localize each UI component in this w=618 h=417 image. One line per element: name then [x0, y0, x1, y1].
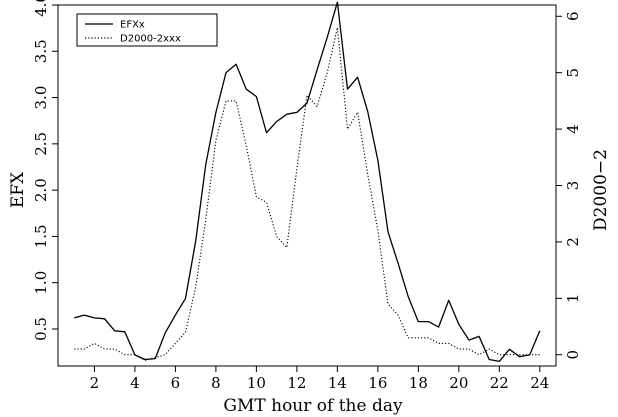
series-line-d2000 [74, 27, 540, 361]
x-tick-label: 24 [530, 374, 549, 392]
x-tick-label: 18 [409, 374, 428, 392]
y-left-tick-label: 3.0 [32, 86, 50, 110]
y-axis-left: 0.5 1.0 1.5 2.0 2.5 3.0 3.5 4.0 [32, 0, 58, 341]
y-left-tick-label: 2.0 [32, 178, 50, 202]
y-axis-right-title: D2000−2 [591, 149, 611, 231]
legend-label: D2000-2xxx [120, 34, 181, 45]
y-left-tick-label: 1.0 [32, 271, 50, 295]
x-tick-label: 6 [171, 374, 181, 392]
x-axis-title: GMT hour of the day [223, 396, 403, 416]
x-tick-label: 16 [368, 374, 387, 392]
x-tick-label: 22 [490, 374, 509, 392]
y-right-tick-label: 3 [564, 181, 582, 191]
legend-label: EFXx [120, 20, 145, 31]
x-tick-label: 20 [449, 374, 468, 392]
x-tick-label: 8 [211, 374, 221, 392]
y-right-tick-label: 2 [564, 237, 582, 247]
y-right-tick-label: 1 [564, 294, 582, 304]
y-left-tick-label: 4.0 [32, 0, 50, 17]
y-left-tick-label: 0.5 [32, 317, 50, 341]
plot-area [57, 4, 557, 367]
y-right-tick-label: 6 [564, 12, 582, 22]
x-tick-label: 4 [130, 374, 140, 392]
y-axis-right: 0 1 2 3 4 5 6 [556, 12, 582, 360]
series-line-efx [74, 1, 541, 363]
x-tick-label: 12 [287, 374, 306, 392]
x-tick-label: 14 [328, 374, 347, 392]
y-axis-left-title: EFX [8, 171, 28, 208]
y-right-tick-label: 0 [564, 350, 582, 360]
legend-box [76, 13, 218, 47]
x-axis: 2 4 6 8 10 12 14 16 18 20 22 24 [90, 366, 549, 392]
legend: EFXx D2000-2xxx [76, 13, 218, 47]
y-left-tick-label: 2.5 [32, 132, 50, 156]
series-layer [74, 1, 541, 363]
x-tick-label: 2 [90, 374, 100, 392]
y-left-tick-label: 3.5 [32, 39, 50, 63]
x-tick-label: 10 [247, 374, 266, 392]
plot-frame [57, 4, 557, 367]
y-left-tick-label: 1.5 [32, 224, 50, 248]
y-right-tick-label: 5 [564, 68, 582, 78]
y-right-tick-label: 4 [564, 124, 582, 134]
